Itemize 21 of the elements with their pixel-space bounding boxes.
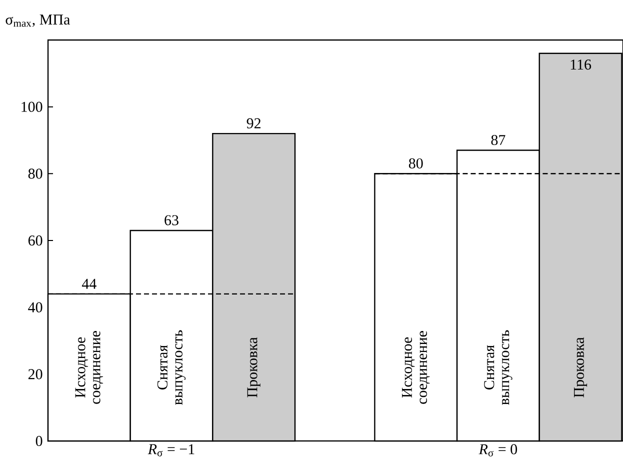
data-label: 116 bbox=[570, 60, 592, 70]
x-tick-label: R$_{σ}$ = −1 bbox=[148, 444, 194, 456]
text: Снятая выпуклость bbox=[484, 330, 512, 405]
y-tick-label: 100 bbox=[22, 102, 42, 112]
y-tick-label: 0 bbox=[36, 436, 42, 446]
y-tick-label: 40 bbox=[28, 302, 42, 312]
series-label: Проковка bbox=[247, 337, 260, 398]
series-label: Исходное соединение bbox=[75, 331, 104, 404]
y-tick-label: 20 bbox=[28, 369, 42, 380]
data-label: 87 bbox=[491, 134, 506, 146]
data-label: 80 bbox=[408, 158, 423, 168]
data-label: 44 bbox=[82, 278, 96, 289]
series-label: Снятая выпуклость bbox=[157, 330, 186, 405]
y-tick-label: 80 bbox=[28, 168, 42, 179]
data-label: 92 bbox=[246, 118, 260, 128]
x-tick-label: R$_{σ}$ = 0 bbox=[478, 444, 518, 456]
y-tick-label: 60 bbox=[28, 235, 42, 246]
y-axis-title: σ$_{max}$, МПа bbox=[6, 14, 70, 27]
text: Проковка bbox=[574, 337, 588, 398]
text: Исходное соединение bbox=[402, 331, 430, 404]
data-label: 63 bbox=[164, 215, 178, 226]
